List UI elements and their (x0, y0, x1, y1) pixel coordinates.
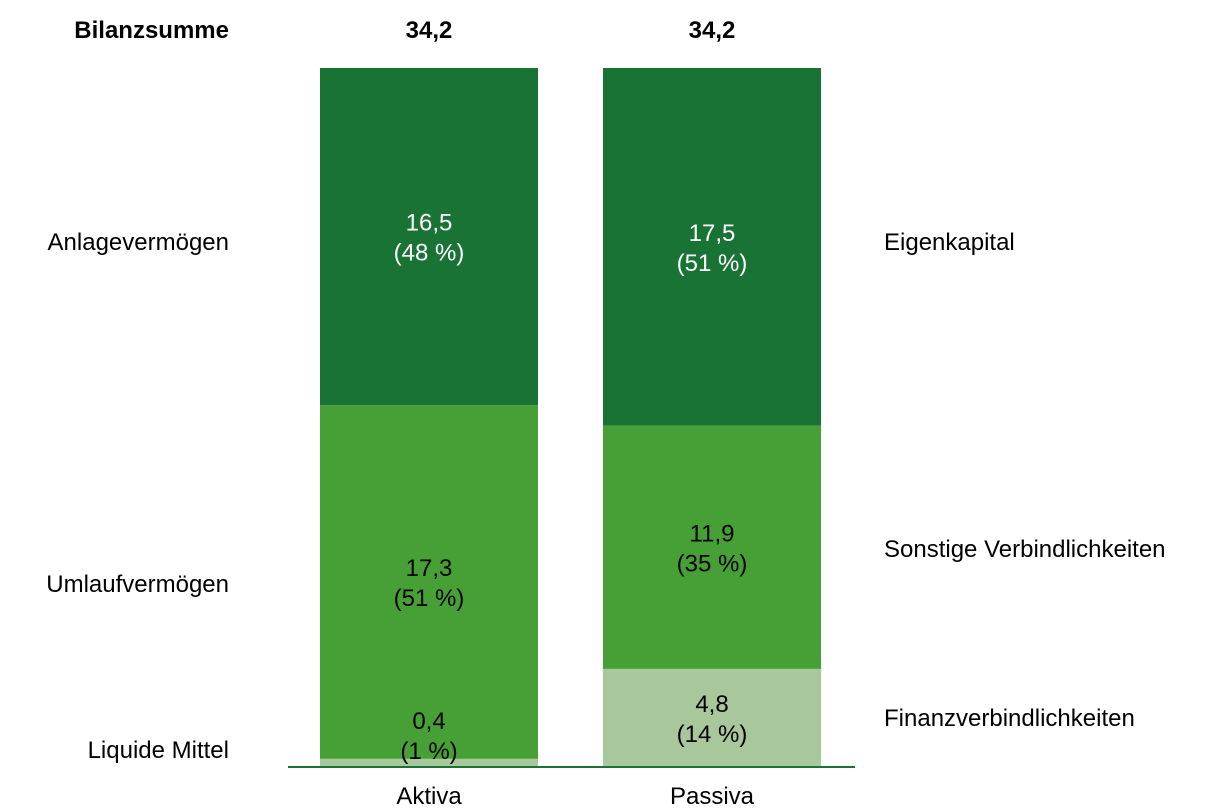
data-label-share-aktiva-bottom: (1 %) (400, 738, 457, 765)
right-label-sonstige-verbindlichkeiten: Sonstige Verbindlichkeiten (884, 536, 1166, 563)
right-label-finanzverbindlichkeiten: Finanzverbindlichkeiten (884, 705, 1135, 732)
data-label-share-passiva-top: (51 %) (677, 250, 748, 277)
right-label-eigenkapital: Eigenkapital (884, 229, 1015, 256)
bar-stacks (320, 68, 821, 767)
x-tick-label-passiva: Passiva (670, 783, 755, 808)
total-label-aktiva: 34,2 (406, 17, 453, 44)
left-label-umlaufvermoegen: Umlaufvermögen (46, 571, 229, 598)
left-label-liquide-mittel: Liquide Mittel (88, 737, 229, 764)
bar-segment-aktiva-bottom (320, 758, 538, 767)
data-label-share-aktiva-top: (48 %) (394, 240, 465, 267)
data-label-value-aktiva-middle: 17,3 (406, 555, 453, 582)
data-label-share-passiva-bottom: (14 %) (677, 721, 748, 748)
data-label-value-aktiva-bottom: 0,4 (412, 708, 445, 735)
bar-segment-passiva-middle (603, 425, 821, 669)
total-label-passiva: 34,2 (689, 17, 736, 44)
data-label-share-aktiva-middle: (51 %) (394, 585, 465, 612)
data-label-value-passiva-bottom: 4,8 (695, 691, 728, 718)
x-tick-label-aktiva: Aktiva (396, 783, 462, 808)
segment-labels: 0,4 (1 %) 17,3 (51 %) 16,5 (48 %) 4,8 (14 %) 11,… (394, 210, 748, 765)
data-label-value-passiva-middle: 11,9 (690, 520, 735, 547)
left-label-anlagevermoegen: Anlagevermögen (48, 229, 229, 256)
bar-segment-passiva-bottom (603, 668, 821, 767)
bar-segment-aktiva-top (320, 68, 538, 406)
data-label-value-aktiva-top: 16,5 (406, 210, 453, 237)
bar-segment-aktiva-middle (320, 405, 538, 759)
data-label-value-passiva-top: 17,5 (689, 220, 736, 247)
data-label-share-passiva-middle: (35 %) (677, 550, 748, 577)
bar-segment-passiva-top (603, 68, 821, 426)
header-label: Bilanzsumme (74, 17, 229, 44)
